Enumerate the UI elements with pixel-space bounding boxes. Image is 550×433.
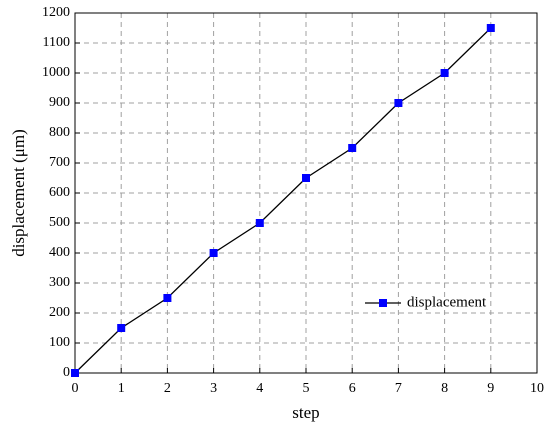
x-tick-label: 1 [118, 381, 125, 396]
x-tick-label: 0 [72, 381, 79, 396]
y-tick-label: 600 [49, 185, 70, 200]
x-tick-label: 9 [487, 381, 494, 396]
marker [71, 369, 79, 377]
y-tick-label: 400 [49, 245, 70, 260]
y-tick-label: 1000 [42, 65, 70, 80]
x-tick-label: 6 [349, 381, 356, 396]
marker [117, 324, 126, 332]
x-tick-label: 2 [164, 381, 171, 396]
y-tick-label: 500 [49, 215, 70, 230]
legend-label: displacement [407, 294, 487, 310]
y-axis-label: displacement (μm) [9, 129, 28, 257]
marker [209, 249, 218, 257]
marker [394, 99, 403, 107]
x-tick-label: 4 [256, 381, 263, 396]
x-tick-label: 8 [441, 381, 448, 396]
legend-marker [379, 299, 387, 307]
marker [348, 144, 357, 152]
y-tick-label: 300 [49, 275, 70, 290]
marker [163, 294, 172, 302]
x-tick-label: 3 [210, 381, 217, 396]
plot-frame [74, 12, 538, 374]
marker [255, 219, 264, 227]
y-tick-label: 900 [49, 95, 70, 110]
y-tick-label: 100 [49, 335, 70, 350]
y-tick-label: 200 [49, 305, 70, 320]
y-tick-label: 0 [63, 365, 70, 380]
x-tick-label: 7 [395, 381, 402, 396]
y-tick-label: 1200 [42, 5, 70, 20]
marker [440, 69, 449, 77]
y-tick-label: 1100 [43, 35, 70, 50]
y-tick-label: 800 [49, 125, 70, 140]
x-axis-label: step [292, 403, 319, 422]
x-tick-label: 5 [303, 381, 310, 396]
x-tick-label: 10 [530, 381, 544, 396]
y-tick-label: 700 [49, 155, 70, 170]
marker [486, 24, 495, 32]
series-line [74, 27, 492, 374]
marker [302, 174, 310, 182]
